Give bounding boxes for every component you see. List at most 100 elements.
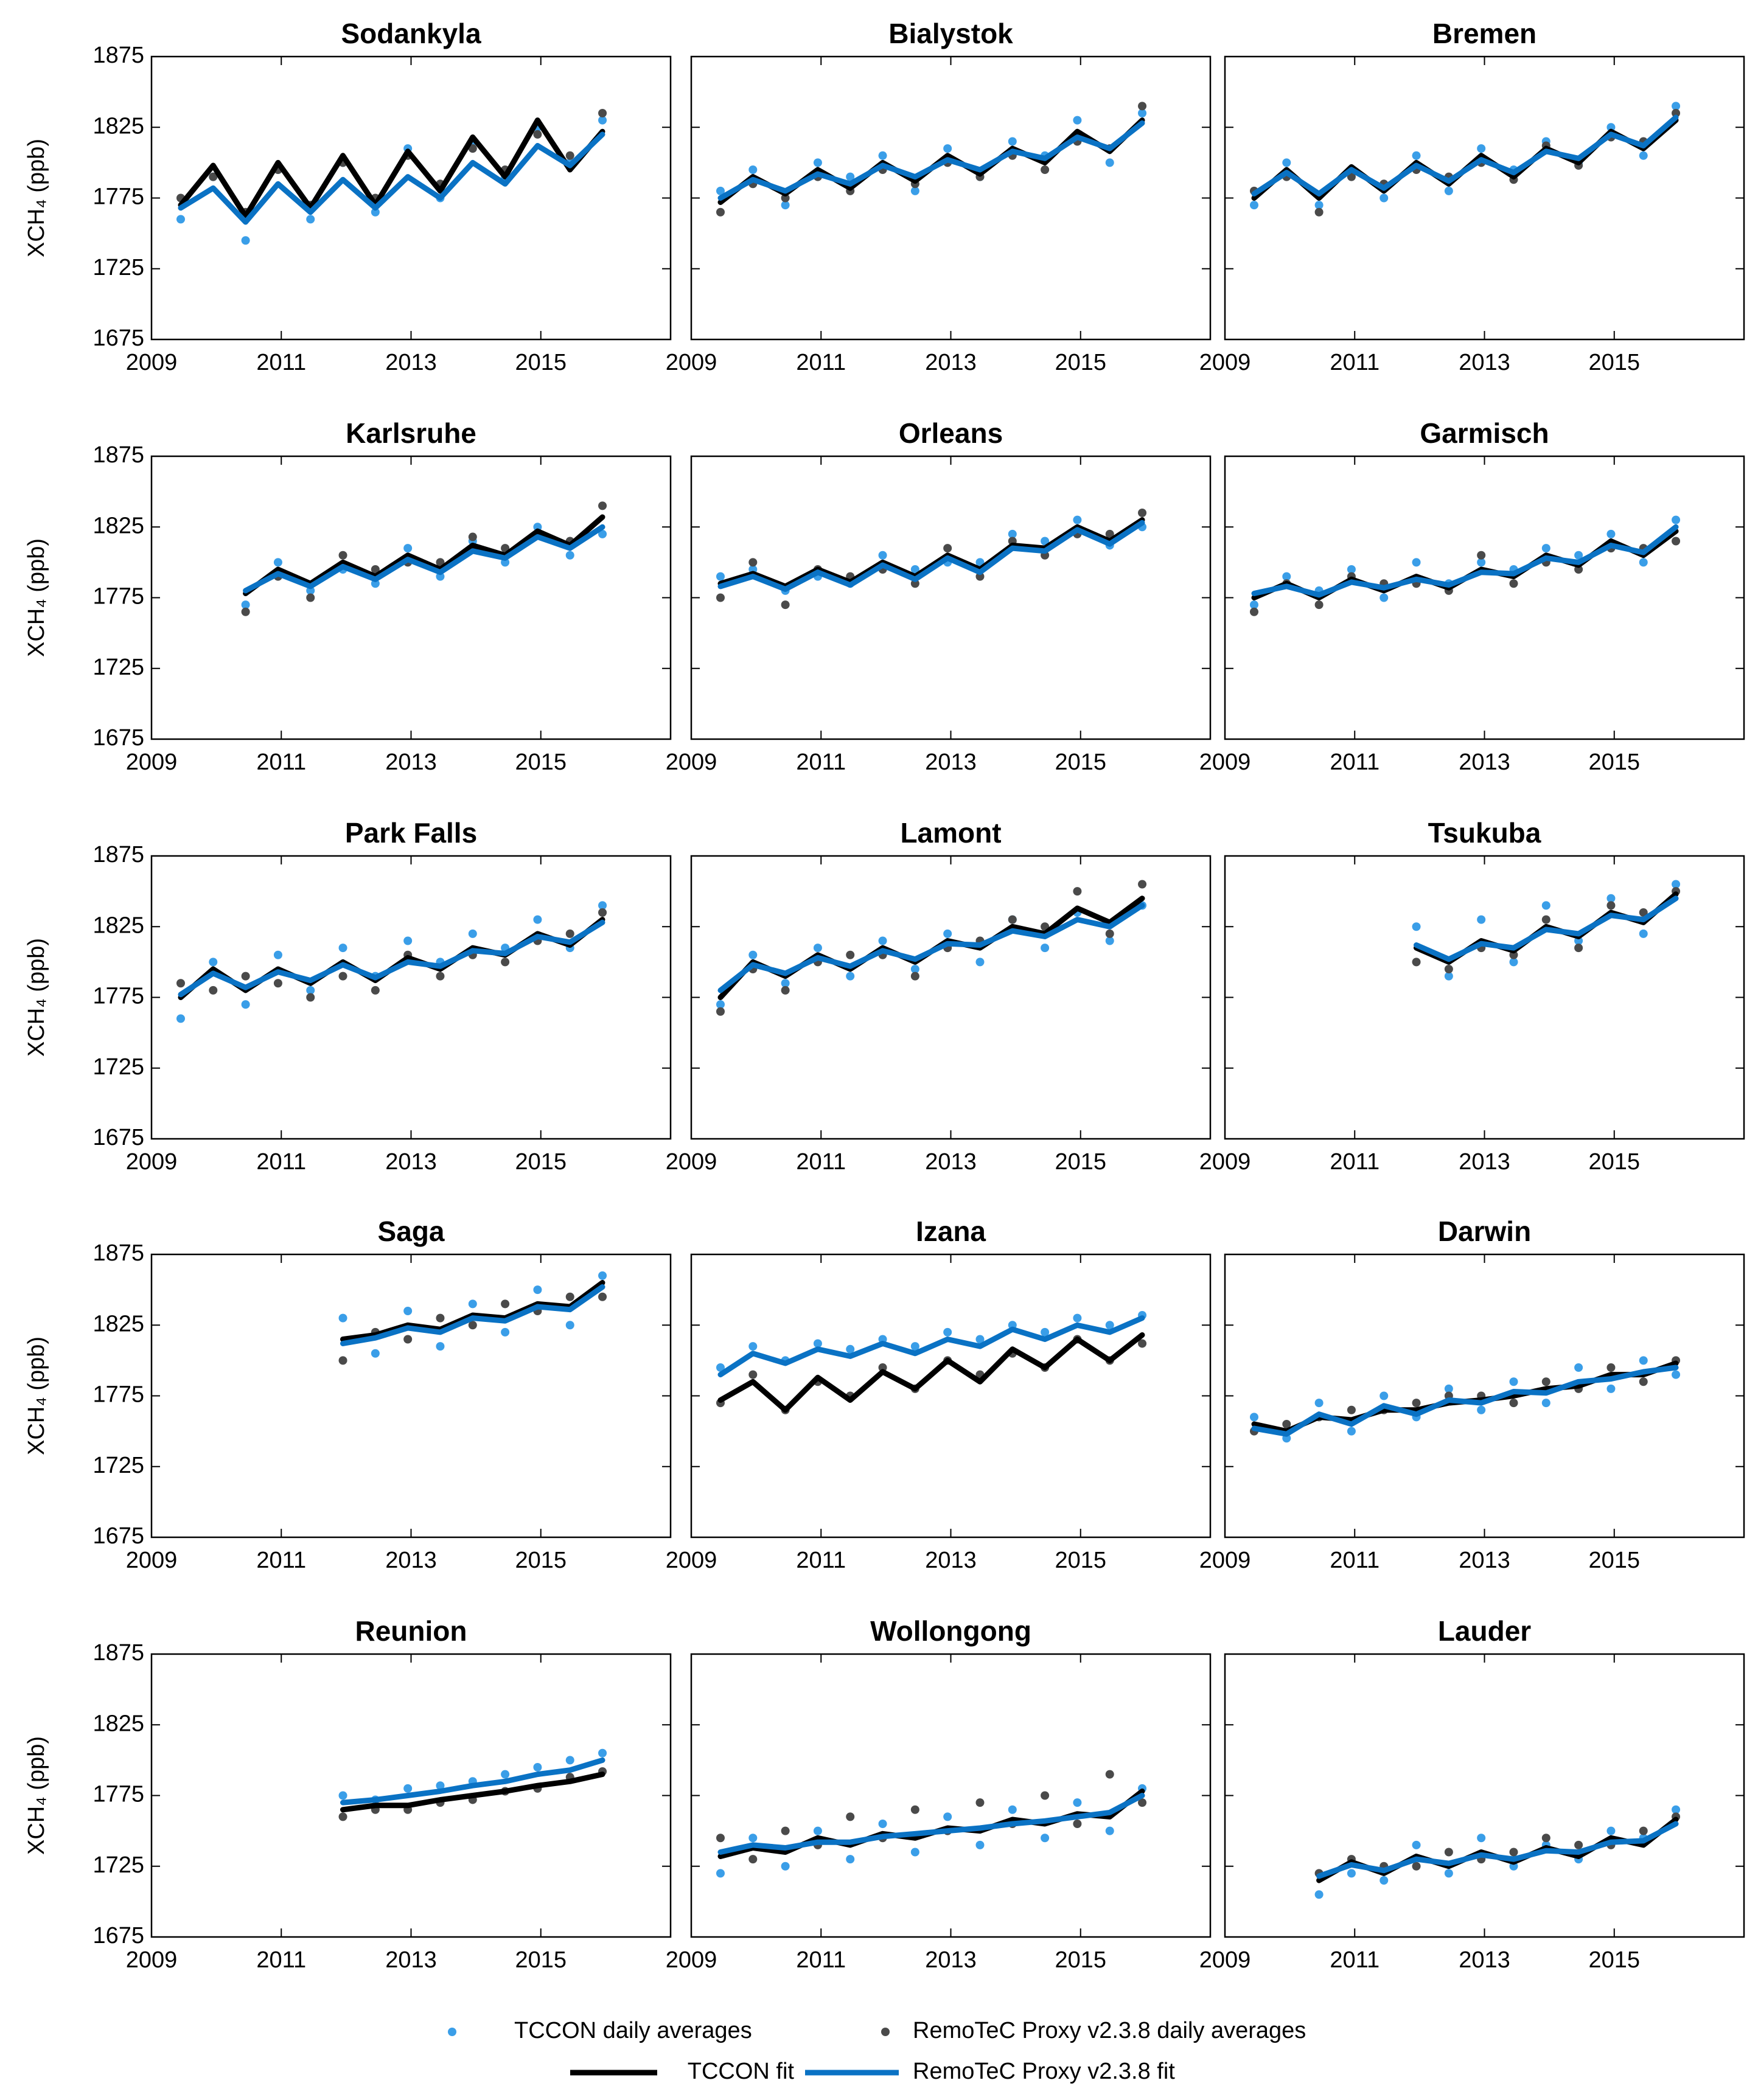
x-tick-label: 2011 — [1330, 749, 1380, 775]
data-point — [436, 972, 445, 981]
data-point — [1509, 1848, 1518, 1857]
data-point — [306, 993, 315, 1002]
data-point — [1639, 151, 1648, 160]
data-point — [1041, 1327, 1050, 1337]
panel: Orleans 2009 2011 2013 2015 — [666, 417, 1212, 775]
data-point — [910, 579, 919, 588]
data-point — [1041, 165, 1050, 174]
x-tick-label: 2011 — [796, 1947, 846, 1973]
plot-area — [152, 856, 671, 1139]
data-point — [846, 172, 855, 181]
data-point — [1444, 1869, 1453, 1878]
data-point — [1073, 1820, 1082, 1828]
axes-box — [150, 1253, 672, 1538]
x-tick-label: 2015 — [1588, 1149, 1640, 1175]
panel-title: Reunion — [355, 1615, 467, 1647]
x-tick-label: 2013 — [1459, 350, 1510, 375]
data-point — [565, 551, 574, 560]
x-tick-label: 2013 — [1459, 749, 1510, 775]
y-axis-label: XCH₄ (ppb) — [24, 538, 49, 657]
data-point — [943, 144, 952, 153]
panel-title: Park Falls — [345, 817, 477, 849]
y-tick-label: 1675 — [92, 1125, 144, 1150]
x-tick-label: 2013 — [925, 749, 977, 775]
data-point — [781, 1862, 790, 1871]
legend-label: RemoTeC Proxy v2.3.8 fit — [913, 2059, 1175, 2084]
y-tick-label: 1775 — [92, 984, 144, 1009]
data-point — [943, 544, 952, 553]
x-tick-label: 2011 — [256, 1149, 306, 1175]
data-point — [781, 193, 790, 203]
data-point — [943, 1812, 952, 1821]
data-point — [598, 1748, 607, 1758]
panel: Sodankyla 1675 1725 1775 1825 1875 2009 2011 201… — [24, 18, 672, 375]
panel-title: Garmisch — [1420, 417, 1549, 449]
data-point — [598, 116, 607, 125]
data-point — [1073, 515, 1082, 524]
y-tick-label: 1825 — [92, 513, 144, 538]
plot-area — [1225, 856, 1744, 1139]
legend-marker — [881, 2028, 890, 2036]
x-tick-label: 2011 — [796, 749, 846, 775]
panel: Bremen 2009 2011 2013 2015 — [1199, 18, 1745, 375]
data-point — [910, 1848, 919, 1857]
data-point — [1444, 186, 1453, 195]
data-point — [241, 607, 250, 616]
x-tick-label: 2015 — [1055, 1548, 1106, 1573]
data-point — [501, 1299, 510, 1309]
data-point — [1105, 1321, 1114, 1330]
data-point — [1606, 894, 1616, 903]
data-point — [403, 1335, 413, 1344]
data-point — [533, 915, 542, 924]
fit-line — [243, 524, 605, 594]
data-point — [1672, 1370, 1681, 1379]
data-point — [1477, 915, 1486, 924]
x-tick-label: 2009 — [1199, 350, 1251, 375]
data-point — [748, 1370, 758, 1379]
data-point — [1412, 922, 1421, 931]
x-tick-label: 2011 — [256, 1947, 306, 1973]
data-point — [910, 1342, 919, 1351]
data-point — [1041, 944, 1050, 953]
data-point — [1138, 880, 1147, 889]
data-point — [975, 572, 985, 581]
axes-box — [1224, 455, 1745, 740]
data-point — [241, 1000, 250, 1009]
data-point — [338, 551, 347, 560]
data-point — [565, 1321, 574, 1330]
fit-line — [340, 1284, 605, 1346]
data-point — [1105, 929, 1114, 938]
data-point — [975, 1335, 985, 1344]
data-point — [1574, 551, 1583, 560]
data-point — [1444, 965, 1453, 973]
data-point — [748, 558, 758, 567]
data-point — [1073, 887, 1082, 896]
x-tick-label: 2009 — [1199, 1149, 1251, 1175]
data-point — [1380, 1876, 1389, 1885]
data-point — [781, 600, 790, 610]
fit-line — [1414, 895, 1679, 962]
panel-title: Lauder — [1438, 1615, 1531, 1647]
data-point — [1073, 1313, 1082, 1323]
data-point — [1606, 1826, 1616, 1835]
x-tick-label: 2009 — [1199, 1947, 1251, 1973]
axes-box — [690, 855, 1212, 1140]
panel: Lamont 2009 2011 2013 2015 — [666, 817, 1212, 1175]
data-point — [1444, 1384, 1453, 1393]
x-tick-label: 2011 — [796, 1548, 846, 1573]
data-point — [1639, 929, 1648, 938]
data-point — [1282, 158, 1291, 167]
data-point — [1105, 158, 1114, 167]
x-tick-label: 2015 — [1588, 1947, 1640, 1973]
fit-line — [178, 117, 605, 220]
fit-line — [717, 1793, 1145, 1855]
plot-area — [1225, 57, 1744, 339]
panel-title: Lamont — [900, 817, 1001, 849]
legend-label: TCCON fit — [688, 2059, 795, 2084]
legend-label: TCCON daily averages — [514, 2018, 752, 2043]
fit-line — [178, 131, 605, 225]
fit-line — [178, 919, 605, 998]
data-point — [1138, 509, 1147, 517]
data-point — [371, 579, 380, 588]
